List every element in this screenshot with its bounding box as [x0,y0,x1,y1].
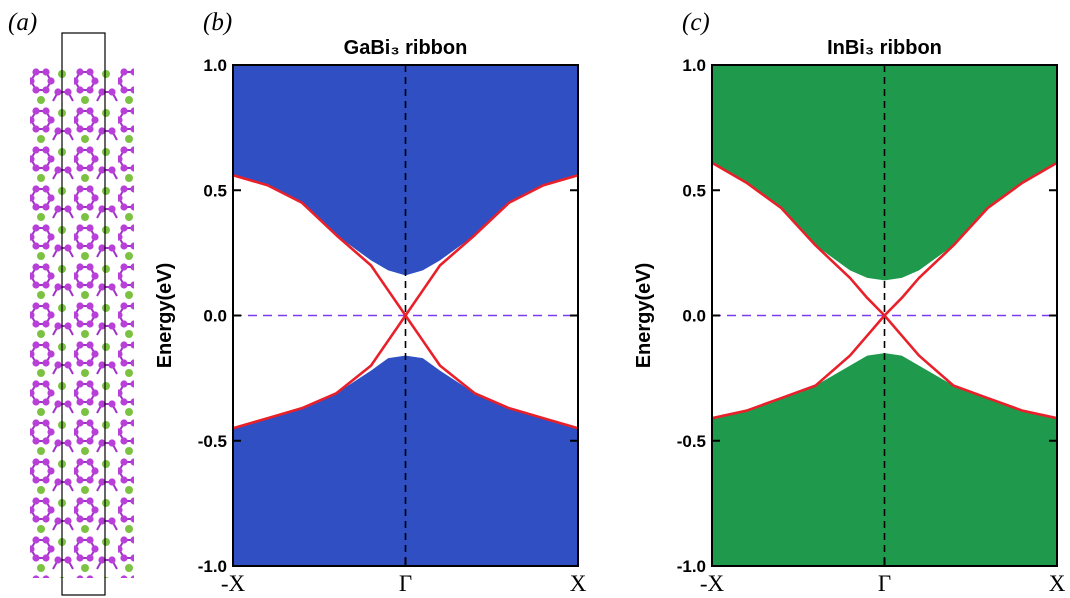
y-tick-label: 1.0 [682,56,706,75]
x-tick-label: Γ [399,571,412,596]
figure: (a) (b)GaBi₃ ribbonEnergy(eV)-1.0-0.50.0… [0,0,1070,598]
chart-title: GaBi₃ ribbon [344,37,468,59]
y-tick-label: 1.0 [203,56,227,75]
y-axis-label: Energy(eV) [633,263,655,369]
x-tick-label: X [1049,571,1066,596]
bulk-band-area [233,65,578,275]
y-tick-label: 0.0 [203,307,227,326]
y-tick-label: -0.5 [198,432,227,451]
x-tick-label: Γ [878,571,891,596]
panel-label: (b) [203,9,232,36]
panel-label: (c) [682,9,710,36]
panel-a: (a) [8,9,134,595]
y-tick-label: 0.5 [682,181,706,200]
band-structure-panel: (b)GaBi₃ ribbonEnergy(eV)-1.0-0.50.00.51… [154,9,587,596]
x-tick-label: -X [221,571,246,596]
y-tick-label: 0.0 [682,307,706,326]
y-tick-label: 0.5 [203,181,227,200]
y-axis-label: Energy(eV) [154,263,176,369]
x-tick-label: -X [700,571,725,596]
panel-label: (a) [8,9,37,36]
chart-title: InBi₃ ribbon [827,37,942,59]
band-structure-panel: (c)InBi₃ ribbonEnergy(eV)-1.0-0.50.00.51… [633,9,1066,596]
x-tick-label: X [570,571,587,596]
y-tick-label: -0.5 [677,432,706,451]
lattice-structure [30,68,134,578]
